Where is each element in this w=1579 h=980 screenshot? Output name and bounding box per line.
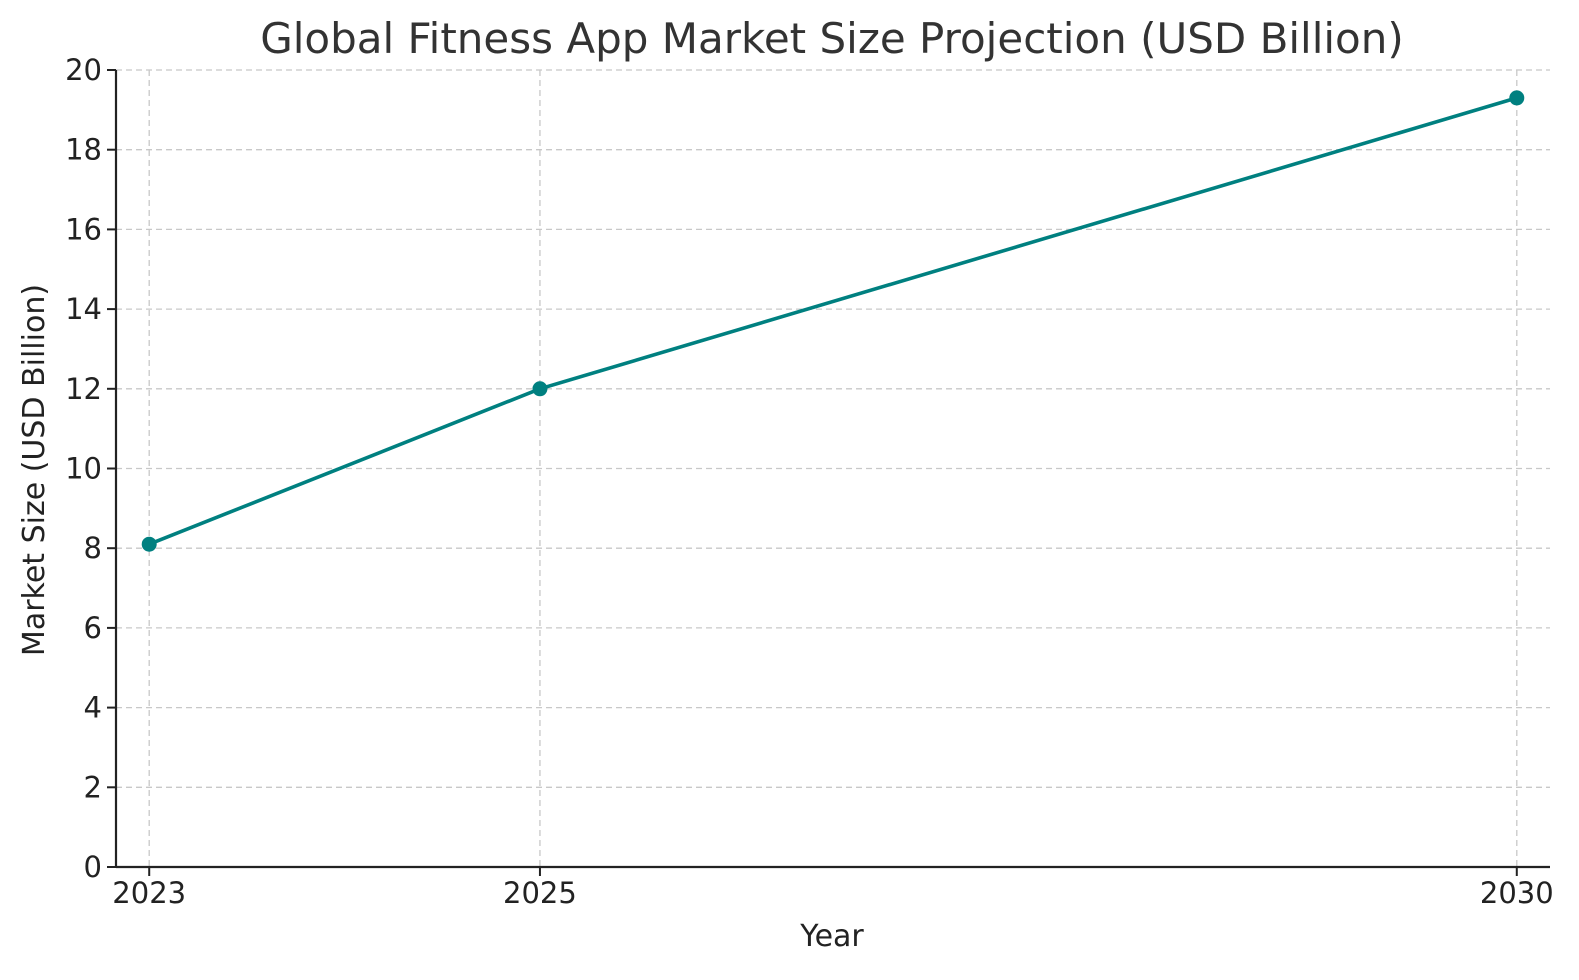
y-axis-label: Market Size (USD Billion) <box>17 284 52 656</box>
x-tick-label: 2025 <box>503 876 577 910</box>
x-axis-label: Year <box>799 919 864 954</box>
data-point <box>141 536 157 552</box>
series-line <box>148 96 1518 546</box>
data-point <box>532 381 548 397</box>
y-tick-label: 20 <box>65 53 102 87</box>
series-layer <box>141 90 1525 552</box>
y-tick-label: 0 <box>84 850 102 884</box>
y-tick-label: 8 <box>84 531 102 565</box>
y-tick-label: 12 <box>65 372 102 406</box>
data-point <box>1509 90 1525 106</box>
chart-title: Global Fitness App Market Size Projectio… <box>260 14 1404 63</box>
axes-layer <box>107 69 1550 876</box>
y-tick-label: 14 <box>65 292 102 326</box>
y-tick-label: 16 <box>65 212 102 246</box>
tick-labels-layer: 0 2 4 6 8 10 12 14 16 18 20 2023 2025 2030 <box>65 53 1554 910</box>
x-tick-label: 2030 <box>1480 876 1554 910</box>
y-tick-label: 4 <box>84 691 102 725</box>
y-tick-label: 18 <box>65 133 102 167</box>
y-tick-label: 6 <box>84 611 102 645</box>
grid-layer <box>116 69 1550 868</box>
y-tick-label: 10 <box>65 452 102 486</box>
x-tick-label: 2023 <box>112 876 186 910</box>
y-tick-label: 2 <box>84 770 102 804</box>
